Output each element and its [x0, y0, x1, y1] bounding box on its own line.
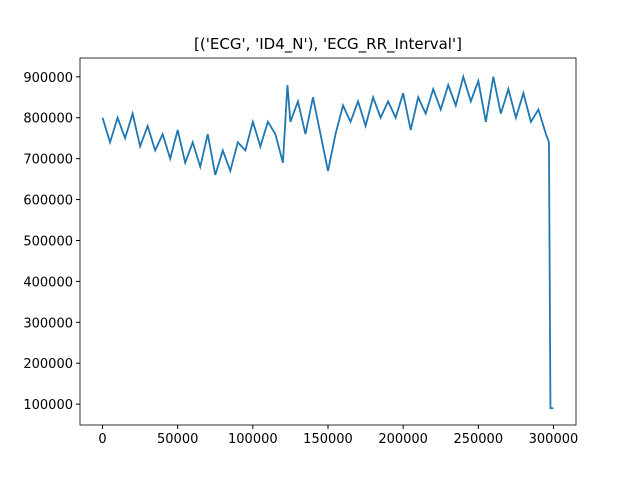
x-tick-label: 250000	[453, 432, 503, 447]
y-tick-label: 800000	[23, 112, 73, 127]
x-tick-label: 100000	[228, 432, 278, 447]
line	[101, 73, 554, 410]
x-tick-label: 0	[98, 432, 106, 447]
y-tick-label: 300000	[23, 316, 73, 331]
y-tick-label: 500000	[23, 234, 73, 249]
y-tick-label: 600000	[23, 194, 73, 209]
x-tick-label: 150000	[303, 432, 353, 447]
x-tick-label: 200000	[378, 432, 428, 447]
x-tick-label: 50000	[157, 432, 198, 447]
y-tick-label: 900000	[23, 71, 73, 86]
x-tick-label: 300000	[529, 432, 579, 447]
chart-title: [('ECG', 'ID4_N'), 'ECG_RR_Interval']	[194, 35, 462, 54]
y-tick-label: 200000	[23, 357, 73, 372]
y-tick-label: 700000	[23, 153, 73, 168]
y-tick-label: 400000	[23, 275, 73, 290]
y-tick-label: 100000	[23, 398, 73, 413]
plot-frame	[79, 57, 577, 426]
